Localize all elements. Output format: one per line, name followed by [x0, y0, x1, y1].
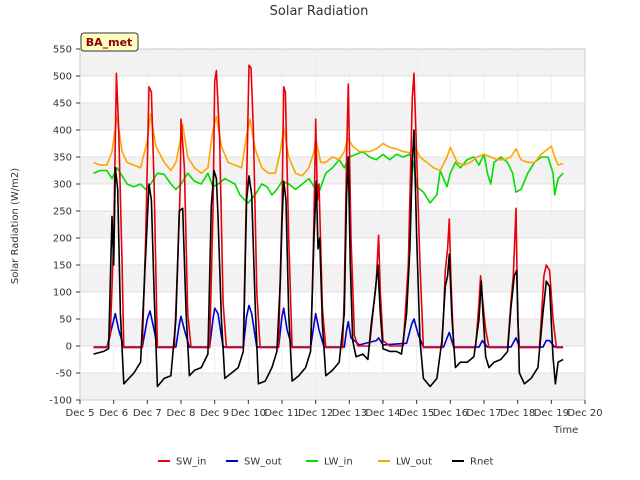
background-band	[80, 103, 585, 130]
y-axis-ticks: -100 -50 0 50 100 150 200 250 300 350 400 450 500 550	[49, 45, 80, 407]
legend-label-rnet: Rnet	[470, 457, 493, 468]
legend-label-sw-in: SW_in	[176, 457, 206, 468]
y-tick-label: 400	[53, 126, 72, 137]
y-tick-label: 450	[53, 99, 72, 110]
background-band	[80, 211, 585, 238]
x-tick-label: Dec 6	[99, 408, 128, 419]
background-band	[80, 319, 585, 346]
y-tick-label: 250	[53, 207, 72, 218]
y-tick-label: 300	[53, 180, 72, 191]
y-tick-label: 150	[53, 261, 72, 272]
station-badge-label: BA_met	[86, 36, 133, 49]
series-line-rnet	[93, 129, 564, 388]
x-tick-label: Dec 7	[133, 408, 162, 419]
x-tick-label: Dec 18	[500, 408, 535, 419]
x-tick-label: Dec 13	[332, 408, 367, 419]
background-bands	[80, 49, 585, 400]
background-band	[80, 157, 585, 184]
background-band	[80, 373, 585, 400]
x-tick-label: Dec 11	[264, 408, 299, 419]
y-tick-label: -50	[56, 369, 72, 380]
legend-label-lw-in: LW_in	[324, 457, 353, 468]
y-tick-label: 200	[53, 234, 72, 245]
y-tick-label: 100	[53, 288, 72, 299]
chart-title: Solar Radiation	[270, 4, 369, 19]
y-axis-label: Solar Radiation (W/m2)	[10, 168, 21, 284]
series-line-lw-out	[93, 113, 564, 177]
background-band	[80, 265, 585, 292]
station-badge-box	[80, 32, 139, 52]
legend: SW_in SW_out LW_in LW_out Rnet	[158, 457, 493, 468]
y-tick-label: 0	[66, 342, 72, 353]
y-tick-label: 550	[53, 45, 72, 56]
x-tick-label: Dec 14	[365, 408, 400, 419]
series-line-lw-in	[93, 150, 564, 204]
y-tick-label: 50	[59, 315, 72, 326]
x-tick-label: Dec 17	[466, 408, 501, 419]
y-tick-label: 500	[53, 72, 72, 83]
x-tick-label: Dec 19	[534, 408, 569, 419]
station-badge: BA_met	[80, 32, 139, 52]
x-tick-label: Dec 5	[66, 408, 95, 419]
x-tick-label: Dec 8	[167, 408, 196, 419]
x-tick-label: Dec 9	[200, 408, 229, 419]
y-tick-label: 350	[53, 153, 72, 164]
background-band	[80, 49, 585, 76]
series-layer	[93, 64, 564, 388]
x-tick-label: Dec 16	[433, 408, 468, 419]
y-tick-label: -100	[49, 396, 72, 407]
x-tick-label: Dec 12	[298, 408, 333, 419]
x-tick-label: Dec 20	[567, 408, 602, 419]
x-tick-label: Dec 10	[231, 408, 266, 419]
plot-frame	[79, 48, 586, 401]
legend-label-sw-out: SW_out	[244, 457, 282, 468]
x-tick-label: Dec 15	[399, 408, 434, 419]
x-axis-label: Time	[553, 425, 578, 436]
legend-label-lw-out: LW_out	[396, 457, 432, 468]
